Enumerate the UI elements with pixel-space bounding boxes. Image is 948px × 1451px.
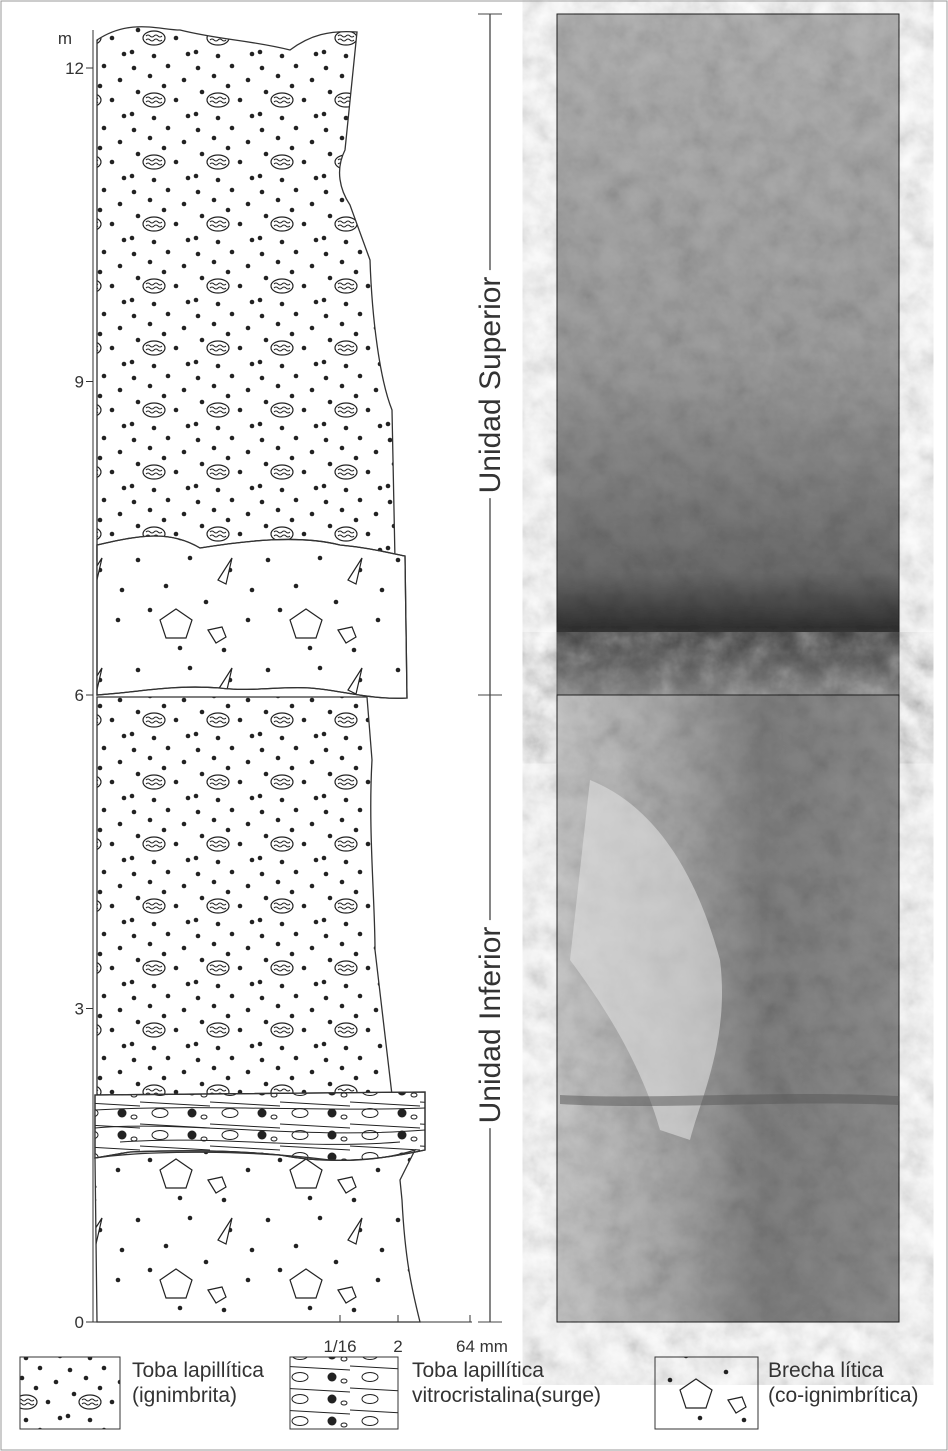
grain-label: 64 mm <box>456 1337 508 1356</box>
depth-tick-label: 3 <box>75 1000 84 1019</box>
legend-subtitle: (ignimbrita) <box>132 1384 237 1407</box>
unit-label: Unidad Inferior <box>474 927 507 1124</box>
depth-tick-label: 0 <box>75 1313 84 1332</box>
legend-title: Brecha lítica <box>768 1359 884 1382</box>
legend-subtitle: (co-ignimbrítica) <box>768 1384 919 1407</box>
depth-tick-label: 6 <box>75 686 84 705</box>
legend-title: Toba lapillítica <box>412 1359 544 1382</box>
depth-tick-label: 9 <box>75 373 84 392</box>
depth-tick-label: 12 <box>65 59 84 78</box>
ignimbrite-layer <box>97 697 392 1095</box>
grain-label: 2 <box>393 1337 402 1356</box>
breccia-layer <box>97 536 407 698</box>
depth-unit: m <box>58 29 72 48</box>
diagram: m 12 9 6 3 0 1/16 2 64 mm Unidad Superior Un… <box>0 0 948 1451</box>
photo-upper <box>557 14 899 695</box>
breccia-layer <box>95 1150 420 1322</box>
legend-swatch <box>290 1357 398 1429</box>
legend-swatch <box>20 1357 120 1429</box>
ignimbrite-layer <box>97 27 395 560</box>
legend-subtitle: vitrocristalina(surge) <box>412 1384 601 1407</box>
unit-label: Unidad Superior <box>474 277 507 494</box>
legend-title: Toba lapillítica <box>132 1359 264 1382</box>
grain-label: 1/16 <box>323 1337 356 1356</box>
legend-swatch <box>655 1357 758 1429</box>
